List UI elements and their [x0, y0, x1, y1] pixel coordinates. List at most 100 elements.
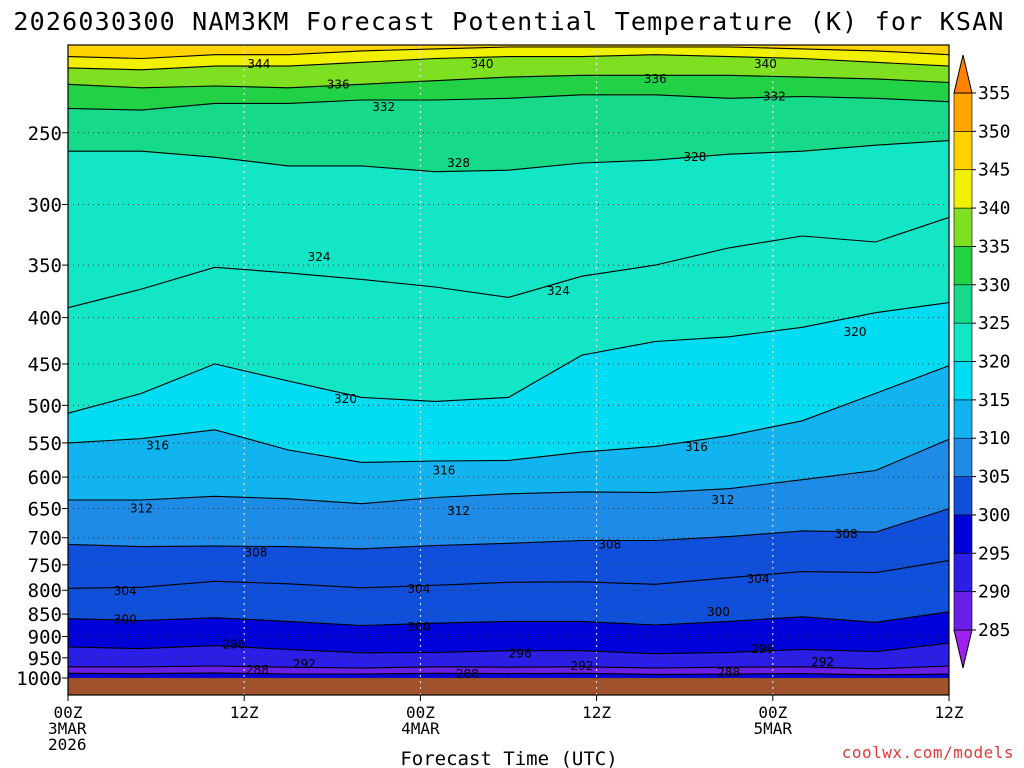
- contour-label-296: 296: [222, 637, 245, 651]
- contour-label-316: 316: [146, 439, 169, 453]
- contour-label-308: 308: [598, 537, 621, 551]
- colorbar-segment-285: [953, 591, 973, 631]
- colorbar-label-315: 315: [978, 390, 1011, 411]
- colorbar-label-355: 355: [978, 83, 1011, 104]
- colorbar-segment-340: [953, 169, 973, 209]
- contour-label-288: 288: [456, 667, 479, 681]
- contour-label-324: 324: [547, 284, 570, 298]
- y-tick-label-350: 350: [28, 255, 62, 277]
- contour-label-332: 332: [372, 100, 395, 114]
- y-tick-label-500: 500: [28, 395, 62, 417]
- y-axis: 2503003504004505005506006507007508008509…: [16, 123, 68, 690]
- band-332: [68, 75, 949, 111]
- colorbar-label-290: 290: [978, 582, 1011, 603]
- y-tick-label-750: 750: [28, 555, 62, 577]
- band-296: [68, 611, 949, 654]
- contour-label-308: 308: [244, 546, 267, 560]
- isentrope-316: [68, 365, 949, 463]
- contour-label-292: 292: [570, 659, 593, 673]
- colorbar-segment-310: [953, 399, 973, 439]
- y-tick-label-300: 300: [28, 194, 62, 216]
- colorbar-label-310: 310: [978, 428, 1011, 449]
- isentrope-308: [68, 508, 949, 550]
- contour-label-304: 304: [114, 584, 137, 598]
- isentrope-320: [68, 302, 949, 414]
- contour-label-328: 328: [447, 156, 470, 170]
- colorbar-segment-330: [953, 246, 973, 286]
- x-tick-label: 5MAR: [754, 719, 793, 738]
- x-tick-label: 00Z: [54, 703, 83, 722]
- x-tick-label: 2026: [48, 735, 87, 754]
- contour-label-316: 316: [685, 440, 708, 454]
- colorbar-extend-high: [953, 54, 973, 94]
- colorbar-label-335: 335: [978, 236, 1011, 257]
- contour-label-296: 296: [751, 642, 774, 656]
- y-tick-label-400: 400: [28, 308, 62, 330]
- isentrope-300: [68, 611, 949, 627]
- y-tick-label-950: 950: [28, 648, 62, 670]
- contour-label-336: 336: [644, 72, 667, 86]
- grid: [68, 45, 949, 695]
- contour-label-288: 288: [717, 665, 740, 679]
- contour-label-296: 296: [509, 647, 532, 661]
- isentrope-288: [68, 672, 949, 676]
- isentrope-340: [68, 54, 949, 71]
- y-tick-label-900: 900: [28, 627, 62, 649]
- colorbar-segment-300: [953, 476, 973, 516]
- x-axis-label: Forecast Time (UTC): [400, 748, 617, 768]
- y-tick-label-600: 600: [28, 467, 62, 489]
- contour-label-320: 320: [334, 392, 357, 406]
- contour-label-304: 304: [407, 582, 430, 596]
- watermark: coolwx.com/models: [842, 743, 1014, 762]
- colorbar-segment-315: [953, 361, 973, 401]
- x-tick-label: 12Z: [230, 703, 259, 722]
- contour-label-312: 312: [711, 493, 734, 507]
- colorbar-label-350: 350: [978, 121, 1011, 142]
- y-tick-label-450: 450: [28, 354, 62, 376]
- contour-label-340: 340: [471, 57, 494, 71]
- colorbar-segment-350: [953, 92, 973, 132]
- y-tick-label-700: 700: [28, 528, 62, 550]
- colorbar-label-300: 300: [978, 505, 1011, 526]
- colorbar-segment-335: [953, 207, 973, 247]
- isentrope-296: [68, 642, 949, 655]
- contour-label-328: 328: [684, 150, 707, 164]
- colorbar-label-320: 320: [978, 352, 1011, 373]
- y-tick-label-650: 650: [28, 499, 62, 521]
- contour-labels: 344 340 340 336 336 332 332 328 328 324 324 320 320 3…: [114, 57, 867, 681]
- contour-label-304: 304: [747, 572, 770, 586]
- colorbar-label-295: 295: [978, 543, 1011, 564]
- band-304: [68, 508, 949, 589]
- contour-label-300: 300: [114, 613, 137, 627]
- contour-label-320: 320: [844, 325, 867, 339]
- chart-title: 2026030300 NAM3KM Forecast Potential Tem…: [13, 7, 1004, 36]
- colorbar-label-340: 340: [978, 198, 1011, 219]
- x-tick-label: 12Z: [935, 703, 964, 722]
- contour-label-292: 292: [293, 657, 316, 671]
- y-tick-label-1000: 1000: [16, 668, 62, 690]
- y-tick-label-850: 850: [28, 604, 62, 626]
- contour-label-288: 288: [246, 663, 269, 677]
- contour-label-292: 292: [811, 655, 834, 669]
- colorbar-label-345: 345: [978, 160, 1011, 181]
- isentrope-304: [68, 560, 949, 589]
- contour-label-316: 316: [432, 463, 455, 477]
- band-316: [68, 302, 949, 463]
- x-tick-label: 12Z: [582, 703, 611, 722]
- colorbar-segment-305: [953, 437, 973, 477]
- band-340: [68, 47, 949, 70]
- isentrope-312: [68, 438, 949, 505]
- y-tick-label-550: 550: [28, 433, 62, 455]
- colorbar-label-285: 285: [978, 620, 1011, 641]
- x-tick-label: 3MAR: [48, 719, 87, 738]
- colorbar-label-325: 325: [978, 313, 1011, 334]
- x-tick-label: 00Z: [406, 703, 435, 722]
- band-324: [68, 140, 949, 308]
- isentrope-328: [68, 140, 949, 173]
- colorbar-segment-320: [953, 322, 973, 362]
- contour-label-300: 300: [707, 605, 730, 619]
- isentrope-lines: [68, 46, 949, 676]
- x-tick-label: 4MAR: [401, 719, 440, 738]
- isentrope-336: [68, 74, 949, 89]
